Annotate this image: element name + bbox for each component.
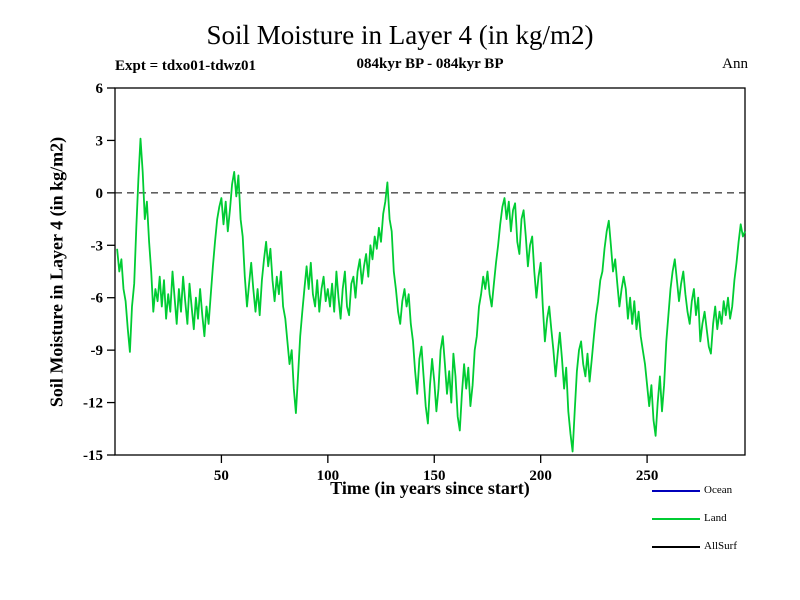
legend-item-allsurf: AllSurf [652,541,737,552]
svg-text:250: 250 [636,468,659,484]
legend-label-ocean: Ocean [704,484,733,496]
allsurf-line-swatch [652,545,700,548]
experiment-label: Expt = tdxo01-tdwz01 [115,58,257,74]
legend-item-ocean: Ocean [652,485,732,496]
svg-text:3: 3 [96,133,104,149]
svg-text:150: 150 [423,468,446,484]
svg-text:-15: -15 [83,448,103,464]
svg-text:50: 50 [214,468,229,484]
legend-label-allsurf: AllSurf [704,540,737,552]
legend-label-land: Land [704,512,727,524]
svg-text:0: 0 [96,186,104,202]
chart-title: Soil Moisture in Layer 4 (in kg/m2) [206,20,594,50]
svg-text:200: 200 [529,468,552,484]
x-axis-label: Time (in years since start) [330,478,530,498]
land-line-swatch [652,517,700,520]
legend-item-land: Land [652,513,727,524]
season-label: Ann [722,56,748,72]
svg-text:-6: -6 [91,291,104,307]
period-label: 084kyr BP - 084kyr BP [356,56,504,72]
svg-text:6: 6 [96,81,104,97]
svg-text:100: 100 [317,468,340,484]
svg-text:-12: -12 [83,396,103,412]
svg-text:-9: -9 [91,343,104,359]
svg-text:-3: -3 [91,238,104,254]
ocean-line-swatch [652,489,700,492]
